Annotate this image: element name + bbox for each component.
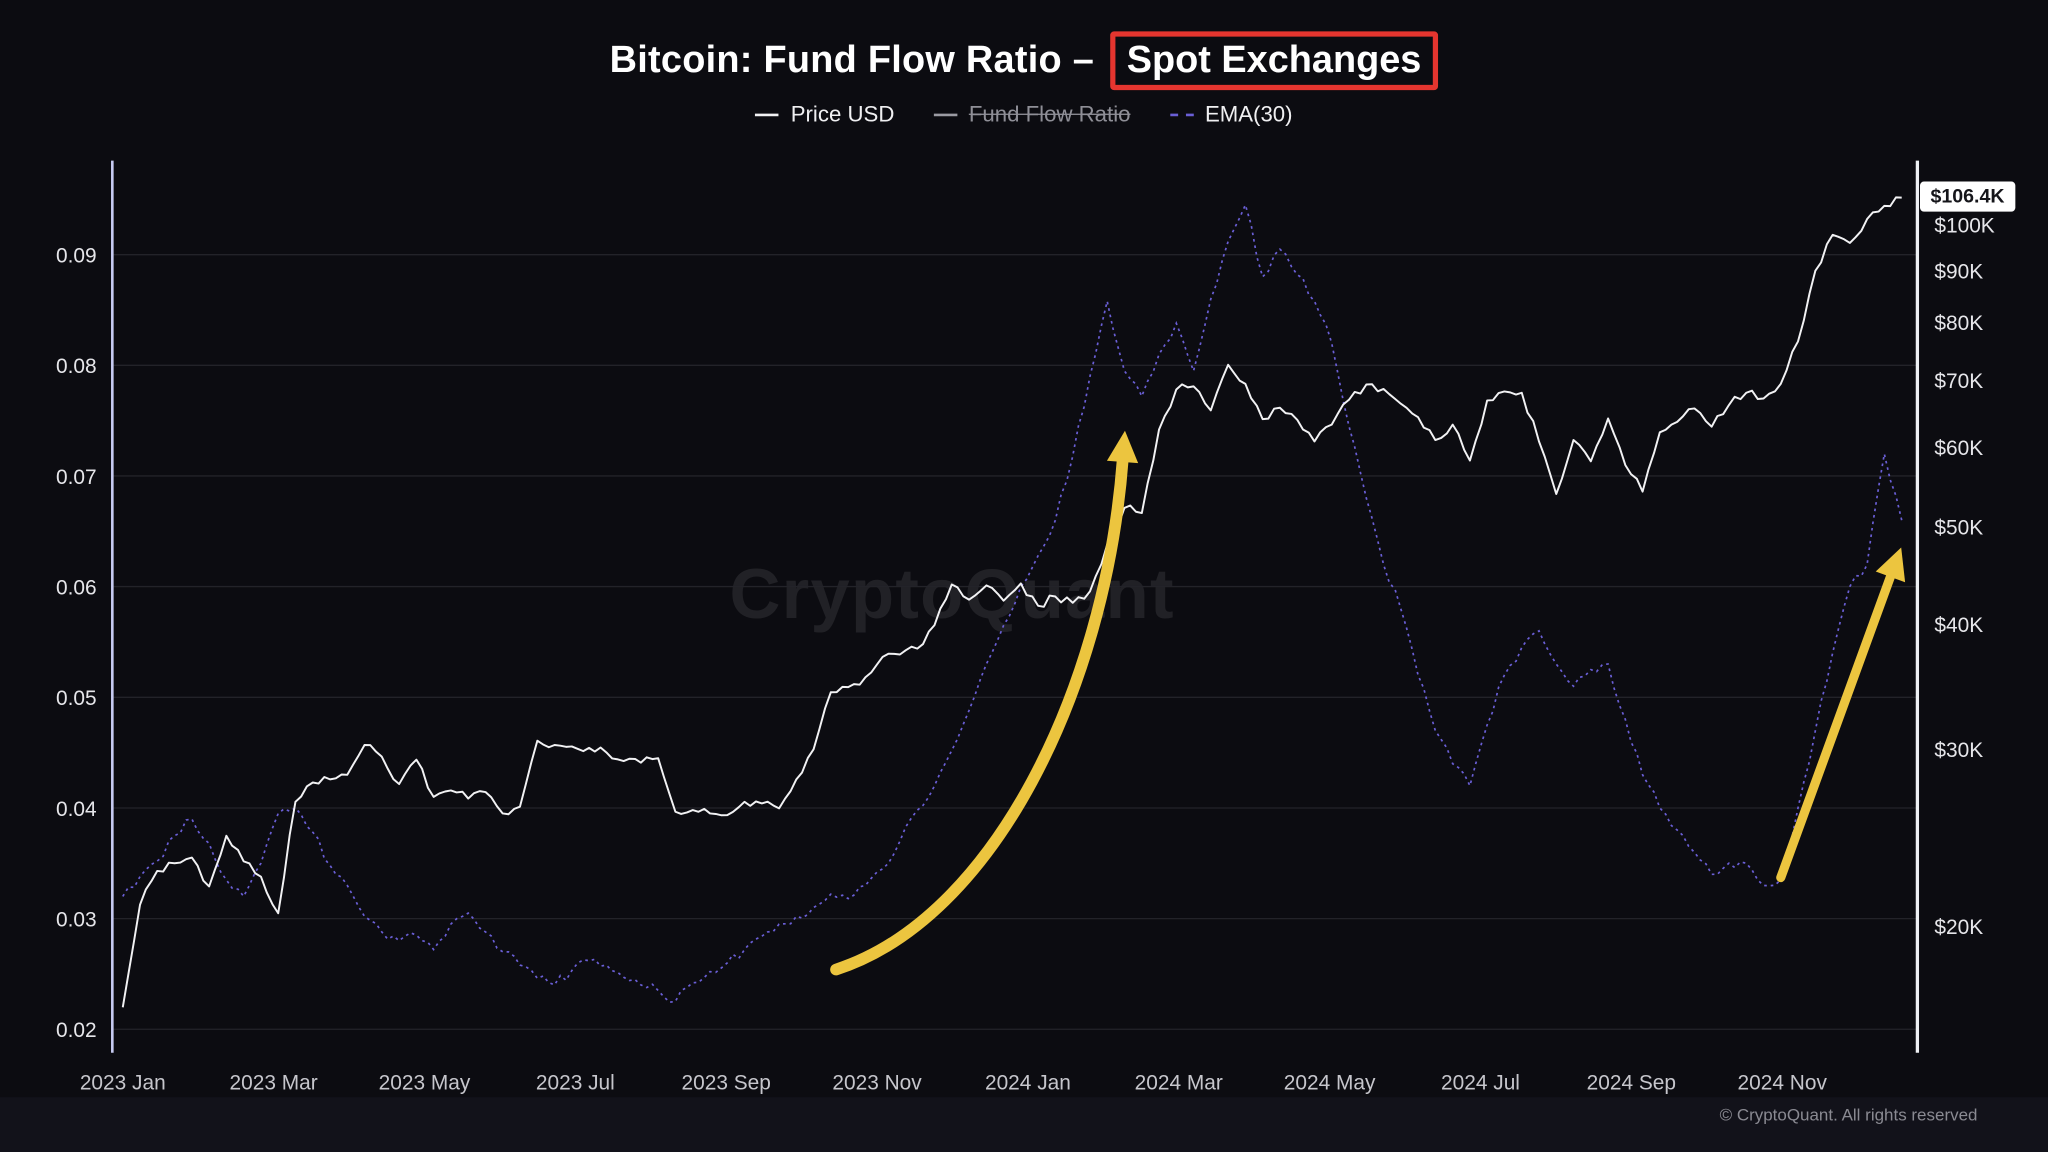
title-highlight-box: Spot Exchanges (1109, 31, 1439, 91)
price-usd-line (121, 196, 1902, 1008)
x-axis-tick-label: 2023 May (379, 1071, 471, 1094)
left-axis-tick-label: 0.07 (56, 466, 97, 489)
curved-up-arrow (830, 453, 1129, 976)
straight-up-arrow (1776, 569, 1896, 883)
price-line-marker-icon (755, 113, 779, 117)
x-axis-tick-label: 2023 Jan (80, 1071, 166, 1094)
copyright-text: © CryptoQuant. All rights reserved (1719, 1104, 1978, 1125)
legend-label-fund-flow-ratio: Fund Flow Ratio (968, 101, 1131, 127)
left-axis-tick-label: 0.05 (56, 687, 97, 710)
x-axis-tick-label: 2024 Nov (1738, 1071, 1828, 1094)
ema30-line (122, 202, 1903, 1004)
left-axis-tick-label: 0.09 (56, 245, 97, 268)
last-price-badge: $106.4K (1919, 181, 2015, 212)
curved-up-arrow-head (1106, 430, 1139, 464)
straight-up-arrow-head (1875, 547, 1906, 583)
right-axis-tick-label: $50K (1934, 517, 1983, 540)
left-axis-tick-label: 0.03 (56, 908, 97, 931)
right-axis-tick-label: $90K (1934, 260, 1983, 283)
footer-strip (0, 1097, 2048, 1152)
left-axis-tick-label: 0.06 (56, 576, 97, 599)
legend-label-ema30: EMA(30) (1204, 101, 1293, 127)
right-axis-tick-label: $80K (1934, 312, 1983, 335)
right-axis-tick-label: $20K (1934, 916, 1983, 939)
x-axis-tick-label: 2024 May (1284, 1071, 1376, 1094)
right-axis-tick-label: $60K (1934, 437, 1983, 460)
ema-line-marker-icon (1169, 113, 1194, 117)
chart-title-text: Bitcoin: Fund Flow Ratio – (609, 39, 1095, 81)
chart-legend: Price USD Fund Flow Ratio EMA(30) (0, 102, 2048, 128)
x-axis-tick-label: 2024 Jan (985, 1071, 1071, 1094)
x-axis-tick-label: 2024 Sep (1587, 1071, 1676, 1094)
legend-label-price-usd: Price USD (790, 101, 895, 127)
x-axis-tick-label: 2024 Mar (1135, 1071, 1223, 1094)
legend-item-price-usd[interactable]: Price USD (755, 102, 894, 128)
right-axis-tick-label: $100K (1934, 214, 1994, 237)
left-axis-tick-label: 0.04 (56, 798, 97, 821)
right-axis-tick-label: $40K (1934, 614, 1983, 637)
x-axis-tick-label: 2023 Mar (230, 1071, 318, 1094)
left-axis-tick-label: 0.02 (56, 1019, 97, 1042)
x-axis-tick-label: 2024 Jul (1441, 1071, 1520, 1094)
x-axis-tick-label: 2023 Nov (832, 1071, 922, 1094)
right-axis-tick-label: $30K (1934, 739, 1983, 762)
right-axis-tick-label: $70K (1934, 370, 1983, 393)
chart-title: Bitcoin: Fund Flow Ratio – Spot Exchange… (0, 31, 2048, 91)
x-axis-tick-label: 2023 Sep (682, 1071, 771, 1094)
x-axis-tick-label: 2023 Jul (536, 1071, 615, 1094)
legend-item-fund-flow-ratio[interactable]: Fund Flow Ratio (933, 101, 1131, 128)
fund-flow-ratio-marker-icon (933, 113, 958, 117)
legend-item-ema30[interactable]: EMA(30) (1169, 101, 1293, 128)
left-axis-tick-label: 0.08 (56, 355, 97, 378)
